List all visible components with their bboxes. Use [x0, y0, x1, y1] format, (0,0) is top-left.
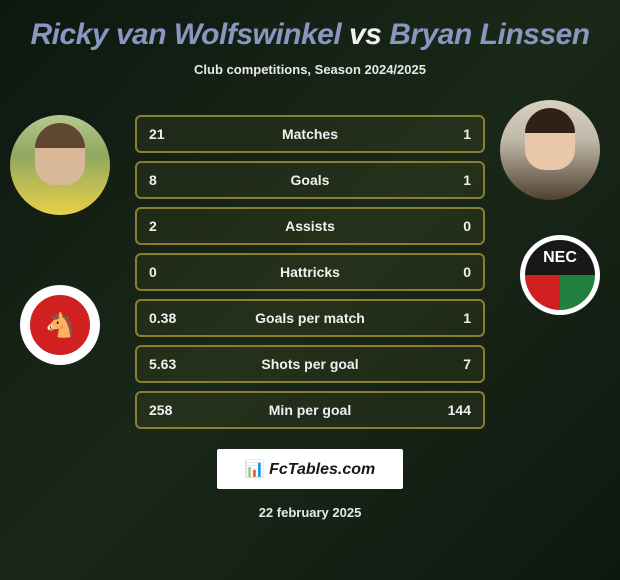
stat-left-value: 258	[137, 402, 197, 418]
stat-label: Hattricks	[197, 264, 423, 280]
header: Ricky van Wolfswinkel vs Bryan Linssen C…	[0, 0, 620, 85]
stat-right-value: 7	[423, 356, 483, 372]
stat-left-value: 0	[137, 264, 197, 280]
stat-left-value: 21	[137, 126, 197, 142]
stat-left-value: 5.63	[137, 356, 197, 372]
footer: FcTables.com 22 february 2025	[10, 449, 610, 520]
stat-right-value: 1	[423, 310, 483, 326]
stat-label: Matches	[197, 126, 423, 142]
twente-logo-icon: 🐴	[28, 293, 92, 357]
stat-right-value: 1	[423, 126, 483, 142]
brand-badge: FcTables.com	[217, 449, 403, 489]
stat-row: 0 Hattricks 0	[135, 253, 485, 291]
date-label: 22 february 2025	[10, 505, 610, 520]
subtitle: Club competitions, Season 2024/2025	[0, 62, 620, 77]
stat-label: Min per goal	[197, 402, 423, 418]
player2-club-logo: NEC	[520, 235, 600, 315]
player1-name: Ricky van Wolfswinkel	[30, 18, 341, 51]
stat-label: Shots per goal	[197, 356, 423, 372]
nec-logo-icon: NEC	[525, 240, 595, 310]
comparison-title: Ricky van Wolfswinkel vs Bryan Linssen	[0, 18, 620, 52]
stat-right-value: 144	[423, 402, 483, 418]
player1-club-logo: 🐴	[20, 285, 100, 365]
stats-table: 21 Matches 1 8 Goals 1 2 Assists 0 0 Hat…	[135, 115, 485, 429]
nec-label: NEC	[525, 240, 595, 275]
stat-right-value: 0	[423, 218, 483, 234]
stat-label: Goals per match	[197, 310, 423, 326]
stat-row: 21 Matches 1	[135, 115, 485, 153]
player2-name: Bryan Linssen	[389, 18, 589, 51]
content-area: 🐴 NEC 21 Matches 1 8 Goals 1 2 Assists 0…	[0, 85, 620, 520]
stat-left-value: 0.38	[137, 310, 197, 326]
stat-row: 8 Goals 1	[135, 161, 485, 199]
stat-right-value: 0	[423, 264, 483, 280]
stat-label: Goals	[197, 172, 423, 188]
player2-avatar	[500, 100, 600, 200]
stat-row: 2 Assists 0	[135, 207, 485, 245]
stat-row: 5.63 Shots per goal 7	[135, 345, 485, 383]
stat-row: 0.38 Goals per match 1	[135, 299, 485, 337]
stat-row: 258 Min per goal 144	[135, 391, 485, 429]
stat-left-value: 8	[137, 172, 197, 188]
stat-label: Assists	[197, 218, 423, 234]
stat-left-value: 2	[137, 218, 197, 234]
vs-text: vs	[349, 18, 381, 51]
stat-right-value: 1	[423, 172, 483, 188]
player1-avatar	[10, 115, 110, 215]
